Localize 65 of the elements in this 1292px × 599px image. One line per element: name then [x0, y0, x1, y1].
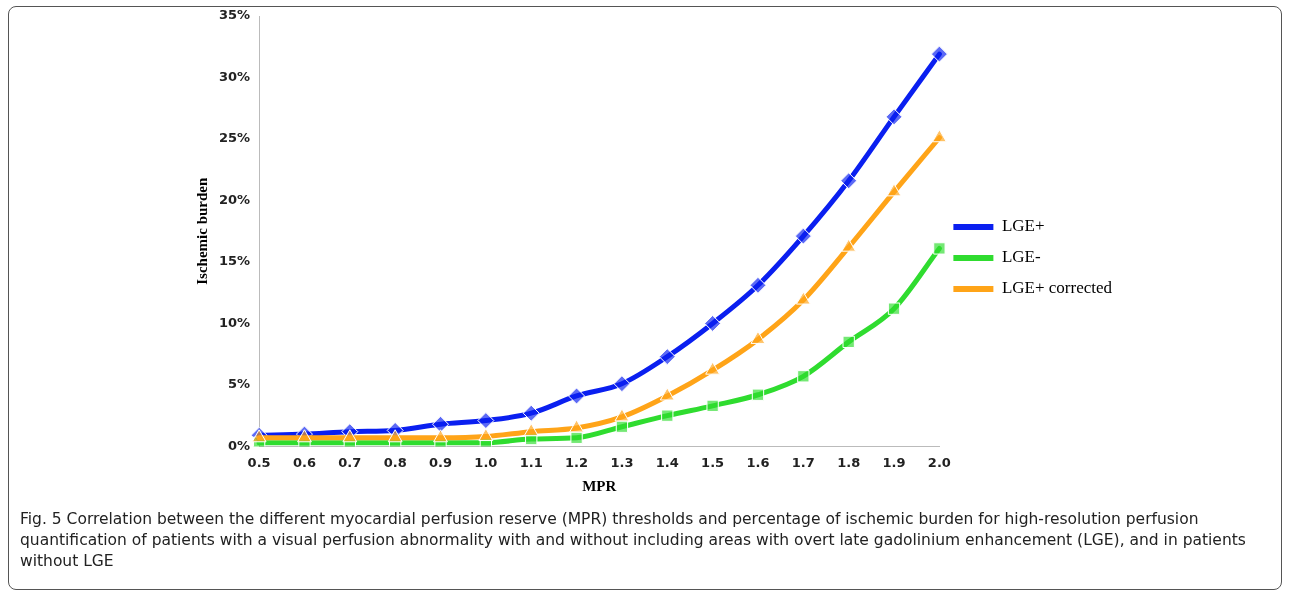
- point: [614, 408, 630, 422]
- legend-label: LGE+ corrected: [1001, 278, 1113, 298]
- y-tick-label: 5%: [228, 376, 251, 392]
- x-tick-label: 0.8: [383, 454, 407, 470]
- x-tick-label: 1.9: [882, 454, 906, 470]
- point: [477, 412, 495, 430]
- x-tick-label: 1.7: [791, 454, 815, 470]
- point: [433, 429, 448, 443]
- x-tick-label: 0.7: [338, 454, 362, 470]
- point: [613, 375, 631, 393]
- point: [297, 429, 312, 443]
- x-tick-label: 2.0: [927, 454, 951, 470]
- point: [569, 419, 585, 433]
- y-tick-label: 0%: [228, 437, 251, 453]
- y-tick-label: 30%: [218, 68, 251, 84]
- x-tick-label: 1.2: [565, 454, 589, 470]
- point: [749, 276, 767, 294]
- point: [886, 183, 902, 197]
- point: [706, 399, 719, 412]
- point: [704, 314, 722, 332]
- point: [751, 388, 765, 401]
- x-tick-label: 0.9: [429, 454, 453, 470]
- point: [840, 172, 858, 190]
- x-tick-label: 0.6: [292, 454, 316, 470]
- y-tick-label: 20%: [218, 191, 251, 207]
- point: [933, 242, 946, 255]
- point: [887, 302, 901, 315]
- x-tick-label: 1.8: [837, 454, 861, 470]
- point: [387, 429, 403, 443]
- point: [522, 404, 540, 422]
- point: [841, 238, 857, 252]
- y-tick-label: 25%: [218, 130, 251, 146]
- point: [570, 431, 583, 444]
- point: [705, 361, 721, 375]
- x-tick-label: 1.3: [610, 454, 634, 470]
- point: [750, 330, 766, 344]
- point: [795, 291, 811, 305]
- point: [797, 370, 810, 383]
- point: [523, 423, 539, 437]
- point: [842, 335, 855, 349]
- x-tick-label: 1.6: [746, 454, 770, 470]
- point: [661, 409, 674, 422]
- point: [885, 108, 903, 126]
- y-axis-title: Ischemic burden: [193, 177, 210, 285]
- x-tick-label: 1.4: [655, 454, 679, 470]
- x-tick-label: 0.5: [247, 454, 271, 470]
- x-tick-label: 1.1: [519, 454, 543, 470]
- caption: Fig. 5 Correlation between the different myocardial perfusion reserve (MPR) thresholds and percentage of ischemic burden for high-resolution perfusion quantification of patients with a visual perfusion abnormality with and without including areas with overt late gadolinium enhancement (LGE), and in patients without LGE: [20, 509, 1247, 572]
- x-tick-label: 1.5: [701, 454, 725, 470]
- legend-label: LGE+: [1001, 216, 1045, 236]
- point: [658, 348, 676, 366]
- y-tick-label: 35%: [218, 7, 251, 23]
- legend-label: LGE-: [1001, 247, 1041, 267]
- y-tick-label: 15%: [218, 253, 251, 269]
- point: [794, 227, 812, 245]
- y-tick-label: 10%: [218, 314, 251, 330]
- point: [478, 428, 494, 442]
- x-tick-label: 1.0: [474, 454, 498, 470]
- point: [659, 387, 675, 401]
- point: [342, 429, 358, 443]
- point: [931, 129, 947, 143]
- point: [930, 45, 948, 63]
- point: [432, 415, 450, 433]
- point: [568, 387, 586, 405]
- x-axis-title: MPR: [582, 477, 617, 494]
